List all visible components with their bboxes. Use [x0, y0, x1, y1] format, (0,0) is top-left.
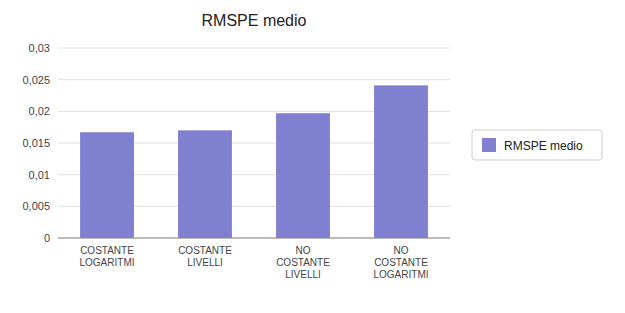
x-tick-label-line: NO — [394, 245, 409, 256]
x-tick-label: NOCOSTANTELIVELLI — [276, 245, 330, 280]
legend-frame — [472, 130, 602, 160]
title: RMSPE medio — [202, 12, 307, 29]
legend-label: RMSPE medio — [504, 139, 583, 153]
x-tick-label-line: LIVELLI — [187, 257, 223, 268]
y-tick-label: 0,02 — [29, 105, 50, 117]
legend: RMSPE medio — [472, 130, 602, 160]
y-tick-label: 0,005 — [22, 200, 50, 212]
x-tick-label-line: LOGARITMI — [373, 269, 428, 280]
x-axis: COSTANTELOGARITMICOSTANTELIVELLINOCOSTAN… — [79, 245, 428, 280]
grid-line — [58, 238, 450, 239]
bar — [374, 85, 428, 238]
chart-container: RMSPE medio 0 0,005 0,01 0,015 0,02 0,025 0,03 C… — [0, 0, 625, 313]
x-tick-label-line: LIVELLI — [285, 269, 321, 280]
bar — [276, 113, 330, 238]
y-tick-label: 0,01 — [29, 169, 50, 181]
y-axis: 0 0,005 0,01 0,015 0,02 0,025 0,03 — [22, 42, 450, 244]
x-tick-label-line: COSTANTE — [374, 257, 428, 268]
x-tick-label-line: NO — [296, 245, 311, 256]
x-tick-label: COSTANTELOGARITMI — [79, 245, 134, 268]
x-tick-label-line: COSTANTE — [276, 257, 330, 268]
legend-swatch — [482, 138, 496, 152]
y-tick-label: 0,025 — [22, 74, 50, 86]
chart-svg: RMSPE medio 0 0,005 0,01 0,015 0,02 0,025 0,03 C… — [0, 0, 625, 313]
x-tick-label: NOCOSTANTELOGARITMI — [373, 245, 428, 280]
x-tick-label: COSTANTELIVELLI — [178, 245, 232, 268]
grid-line — [58, 79, 450, 80]
y-tick-label: 0,015 — [22, 137, 50, 149]
y-tick-label: 0 — [44, 232, 50, 244]
x-tick-label-line: COSTANTE — [178, 245, 232, 256]
grid-line — [58, 48, 450, 49]
bars — [80, 85, 428, 238]
bar — [178, 130, 232, 238]
x-tick-label-line: COSTANTE — [80, 245, 134, 256]
bar — [80, 132, 134, 238]
y-tick-label: 0,03 — [29, 42, 50, 54]
x-tick-label-line: LOGARITMI — [79, 257, 134, 268]
x-axis-line — [58, 238, 450, 239]
